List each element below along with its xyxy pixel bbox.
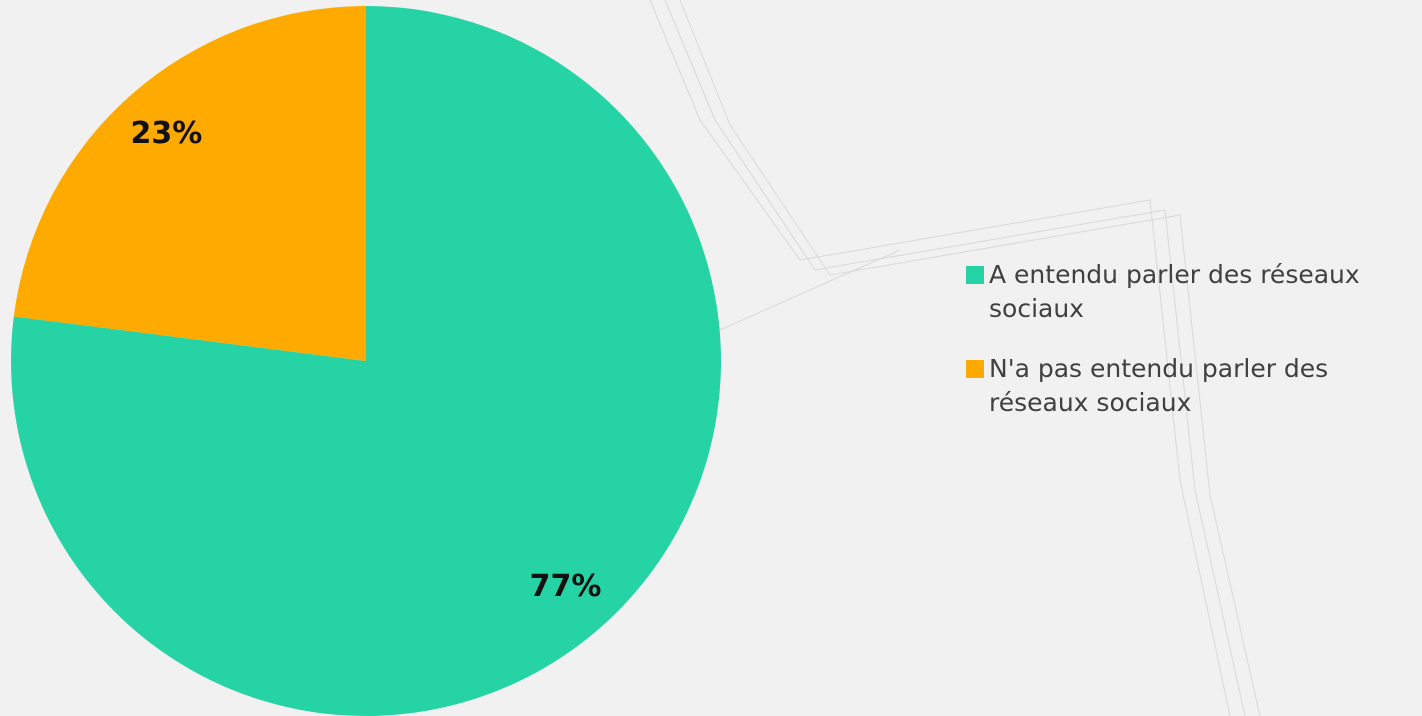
legend-swatch: [966, 266, 984, 284]
legend-label: N'a pas entendu parler des réseaux socia…: [989, 354, 1329, 417]
data-label: 77%: [530, 569, 602, 604]
pie-slice: [11, 6, 721, 716]
legend-label: A entendu parler des réseaux sociaux: [989, 260, 1360, 323]
legend-item: A entendu parler des réseaux sociaux: [966, 258, 1416, 326]
legend-item: N'a pas entendu parler des réseaux socia…: [966, 352, 1416, 420]
legend: A entendu parler des réseaux sociaux N'a …: [966, 258, 1416, 446]
legend-swatch: [966, 360, 984, 378]
data-label: 23%: [131, 116, 203, 151]
pie-slice: [13, 6, 366, 361]
background-lines: [649, 0, 1261, 716]
